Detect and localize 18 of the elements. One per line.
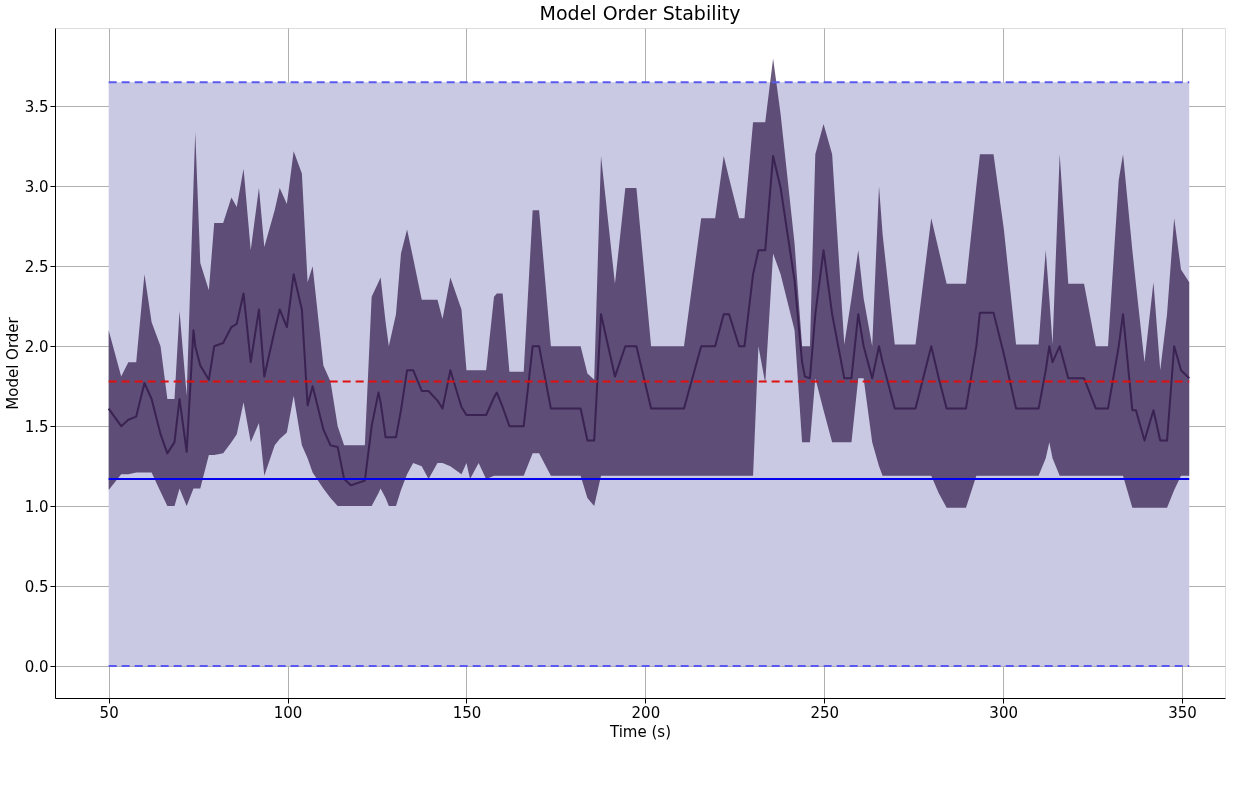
x-tick-label: 50 — [99, 703, 119, 722]
chart-title: Model Order Stability — [539, 2, 741, 24]
x-tick-label: 150 — [452, 703, 482, 722]
x-tick-label: 350 — [1168, 703, 1197, 722]
x-tick-label: 100 — [273, 703, 303, 722]
y-axis-title: Model Order — [3, 316, 22, 410]
y-tick-label: 2.5 — [24, 257, 49, 276]
x-tick-label: 300 — [989, 703, 1018, 722]
y-tick-label: 1.0 — [24, 497, 49, 516]
y-tick-label: 2.0 — [24, 337, 49, 356]
y-tick-label: 3.5 — [24, 97, 49, 116]
y-tick-label: 0.5 — [24, 577, 49, 596]
y-tick-label: 1.5 — [24, 417, 49, 436]
y-tick-label: 3.0 — [24, 177, 49, 196]
x-tick-label: 250 — [810, 703, 840, 722]
x-axis-title: Time (s) — [609, 722, 671, 741]
y-tick-label: 0.0 — [24, 657, 49, 676]
x-tick-label: 200 — [631, 703, 661, 722]
